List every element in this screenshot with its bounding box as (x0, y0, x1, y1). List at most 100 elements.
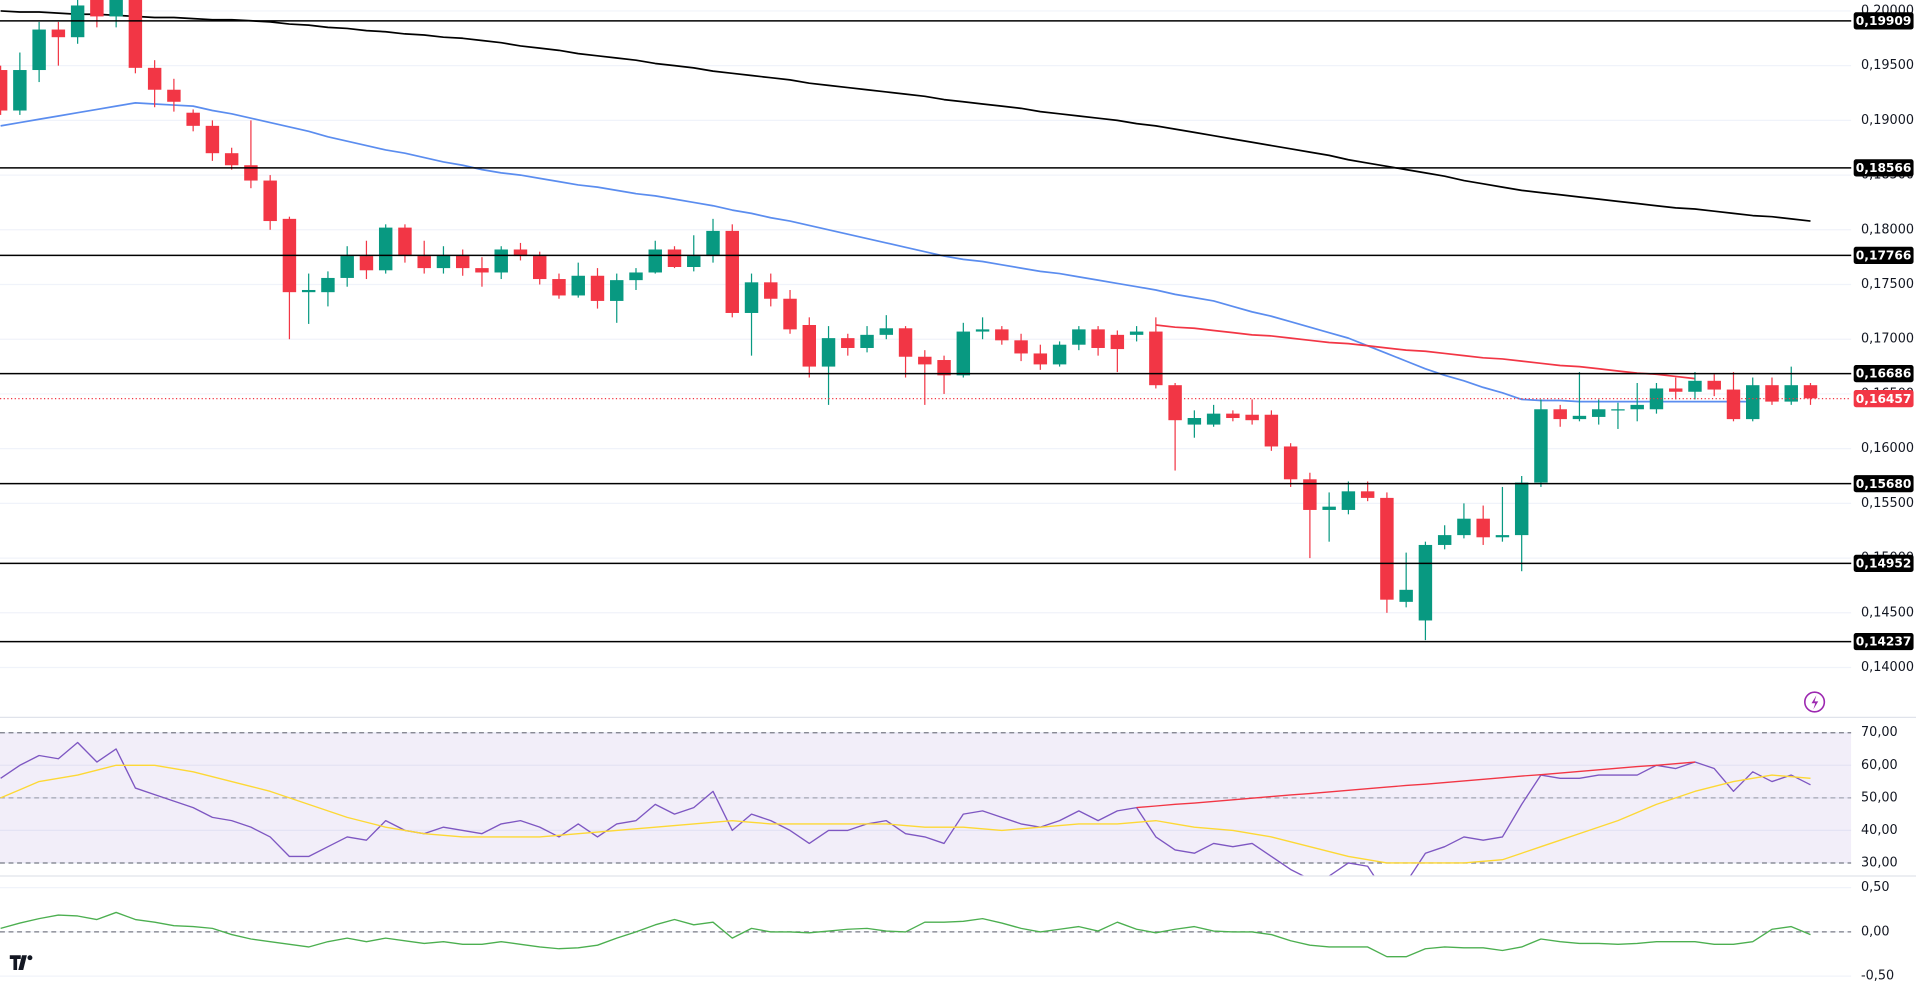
candle-body (147, 67, 162, 90)
level-label: 0,14237 (1856, 635, 1912, 649)
level-label: 0,17766 (1856, 248, 1912, 262)
y-tick-label: 0,00 (1861, 924, 1890, 939)
y-tick-label: 0,15500 (1861, 496, 1914, 511)
last-price-badge (1853, 390, 1914, 408)
candle-body (1553, 409, 1567, 420)
candle-body (610, 280, 624, 301)
level-badge (1853, 554, 1914, 572)
candle-body (975, 329, 990, 332)
candle-body (1110, 334, 1125, 350)
y-tick-label: 0,19000 (1861, 113, 1914, 128)
candle-body (552, 279, 566, 296)
candle-body (1746, 385, 1760, 420)
y-tick-label: 0,14000 (1861, 660, 1914, 675)
candle-body (1187, 418, 1202, 425)
candle-body (1726, 389, 1741, 420)
candle-body (1072, 329, 1086, 345)
candle-body (1476, 518, 1490, 538)
indicator-line (0, 741, 1811, 876)
y-tick-label: 0,16000 (1861, 441, 1914, 456)
candle-body (186, 112, 200, 126)
candle-body (494, 249, 508, 273)
candle-body (687, 256, 701, 268)
indicator-line (1136, 761, 1696, 809)
level-badge (1853, 632, 1914, 651)
candle-body (1765, 385, 1779, 402)
y-tick-label: 0,14500 (1861, 605, 1914, 620)
candle-body (0, 70, 8, 111)
candle-body (1091, 329, 1105, 348)
level-label: 0,15680 (1856, 477, 1912, 491)
candle-body (1303, 479, 1317, 510)
candle-body (1649, 388, 1664, 410)
candle-body (937, 360, 951, 376)
candle-body (533, 256, 547, 280)
logo (9, 955, 33, 971)
candle-body (898, 328, 913, 357)
candle-body (1245, 414, 1259, 421)
candle-body (995, 329, 1009, 341)
candle-body (1129, 331, 1144, 335)
candle-body (340, 256, 354, 278)
level-badge (1853, 12, 1914, 30)
candle-body (32, 29, 46, 71)
candle-body (956, 331, 971, 376)
candle-body (918, 356, 932, 365)
pane (0, 0, 1852, 669)
indicator-line (0, 10, 1811, 222)
candle-body (1611, 409, 1625, 411)
candle-body (244, 165, 258, 181)
candle-body (1399, 589, 1413, 602)
y-tick-label: 0,17500 (1861, 277, 1914, 292)
candle-body (1668, 388, 1683, 392)
level-badge (1853, 475, 1914, 493)
level-badge (1853, 159, 1914, 177)
candle-body (378, 227, 393, 271)
candle-body (301, 289, 316, 293)
candle-body (764, 282, 778, 299)
candle-body (1380, 497, 1394, 600)
candle-body (629, 272, 643, 281)
indicator-line (0, 764, 1811, 864)
candle-body (1591, 409, 1606, 417)
pane (0, 732, 1852, 876)
candle-body (1457, 518, 1471, 536)
candle-body (1437, 535, 1452, 545)
candle-body (436, 254, 451, 269)
candle-body (648, 249, 662, 273)
level-badge (1853, 246, 1914, 265)
candle-body (1206, 413, 1221, 425)
candle-body (1168, 385, 1182, 421)
candle-body (1341, 491, 1356, 510)
candle-body (1803, 385, 1818, 399)
y-tick-label: 0,19500 (1861, 58, 1914, 73)
y-tick-label: 40,00 (1861, 823, 1898, 838)
candle-body (398, 227, 412, 257)
candle-body (1052, 344, 1067, 365)
candle-body (802, 325, 817, 367)
candle-body (1514, 482, 1529, 536)
candle-body (167, 89, 181, 102)
alert-icon[interactable] (1804, 691, 1826, 713)
candle-body (725, 230, 739, 313)
candle-body (417, 256, 431, 269)
candle-body (571, 275, 585, 296)
candle-body (667, 249, 682, 268)
y-tick-label: 50,00 (1861, 790, 1898, 805)
level-label: 0,18566 (1856, 161, 1912, 175)
candle-body (744, 282, 759, 313)
candle-body (860, 334, 874, 348)
y-tick-label: -0,50 (1861, 969, 1894, 984)
candle-body (1572, 415, 1587, 420)
candle-body (1707, 380, 1721, 390)
candle-body (1264, 414, 1279, 447)
candle-body (879, 328, 894, 335)
candle-body (1226, 413, 1240, 419)
candle-body (90, 0, 104, 17)
candle-body (706, 230, 720, 257)
candle-body (1322, 506, 1336, 510)
candle-body (1033, 353, 1048, 365)
candle-body (783, 298, 797, 330)
